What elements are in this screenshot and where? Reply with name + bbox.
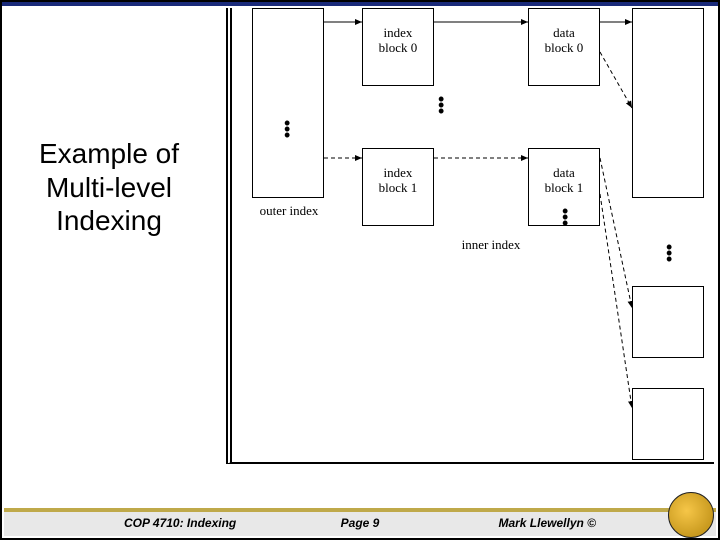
footer-bar: COP 4710: Indexing Page 9 Mark Llewellyn…	[4, 508, 716, 536]
footer-stripe	[4, 510, 716, 512]
slide-title: Example of Multi-level Indexing	[14, 137, 204, 238]
ucf-logo	[668, 492, 714, 538]
label-data-block-0: datablock 0	[532, 26, 596, 56]
far-box-top	[632, 8, 704, 198]
footer-page: Page 9	[4, 516, 716, 530]
label-index-block-0: indexblock 0	[366, 26, 430, 56]
vdots-outer-mid: •••	[284, 120, 290, 138]
outer-index	[252, 8, 324, 198]
vdots-index-gap: •••	[438, 96, 444, 114]
top-accent-bar	[2, 2, 718, 6]
vdots-inner-gap: •••	[562, 208, 568, 226]
slide: Example of Multi-level Indexing indexblo…	[0, 0, 720, 540]
label-index-block-1: indexblock 1	[366, 166, 430, 196]
label-data-block-1: datablock 1	[532, 166, 596, 196]
far-box-mid	[632, 286, 704, 358]
diagram-frame: indexblock 0 indexblock 1 datablock 0 datab…	[226, 8, 714, 464]
far-box-bot	[632, 388, 704, 460]
footer-author: Mark Llewellyn ©	[498, 516, 596, 530]
vdots-far-gap: •••	[666, 244, 672, 262]
label-inner-index: inner index	[446, 238, 536, 253]
label-outer-index: outer index	[244, 204, 334, 219]
